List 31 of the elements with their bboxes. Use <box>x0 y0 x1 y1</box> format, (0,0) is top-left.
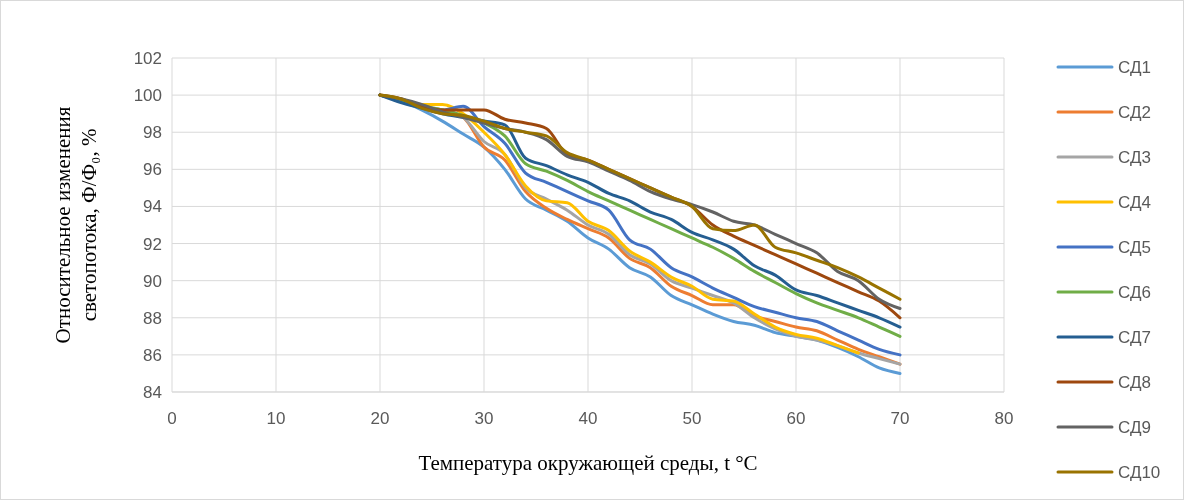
x-axis-title: Температура окружающей среды, t °С <box>418 451 758 475</box>
x-tick-label: 20 <box>370 409 390 428</box>
legend-label: СД8 <box>1118 372 1151 392</box>
x-tick-label: 10 <box>266 409 286 428</box>
legend-label: СД2 <box>1118 102 1151 122</box>
y-axis-title: Относительное изменения светопотока, Ф/Ф₀, % <box>51 106 101 344</box>
legend-label: СД4 <box>1118 192 1151 212</box>
x-tick-label: 0 <box>167 409 177 428</box>
x-tick-label: 70 <box>890 409 910 428</box>
y-tick-label: 98 <box>143 123 162 143</box>
y-tick-label: 88 <box>143 308 162 328</box>
y-tick-label: 86 <box>143 345 162 365</box>
y-tick-label: 100 <box>133 86 162 106</box>
legend-label: СД7 <box>1118 327 1151 347</box>
legend-label: СД5 <box>1118 237 1151 257</box>
x-tick-label: 80 <box>994 409 1014 428</box>
x-tick-label: 60 <box>786 409 806 428</box>
y-tick-label: 84 <box>143 382 162 402</box>
legend-label: СД9 <box>1118 417 1151 437</box>
x-tick-label: 40 <box>578 409 598 428</box>
legend-label: СД1 <box>1118 57 1151 77</box>
legend-label: СД6 <box>1118 282 1151 302</box>
y-tick-label: 96 <box>143 160 162 180</box>
x-tick-label: 30 <box>474 409 494 428</box>
y-tick-label: 92 <box>143 234 162 254</box>
legend-label: СД3 <box>1118 147 1151 167</box>
y-tick-label: 102 <box>133 48 162 68</box>
y-tick-label: 94 <box>143 197 162 217</box>
x-tick-label: 50 <box>682 409 702 428</box>
y-tick-label: 90 <box>143 271 162 291</box>
legend-label: СД10 <box>1118 462 1161 482</box>
